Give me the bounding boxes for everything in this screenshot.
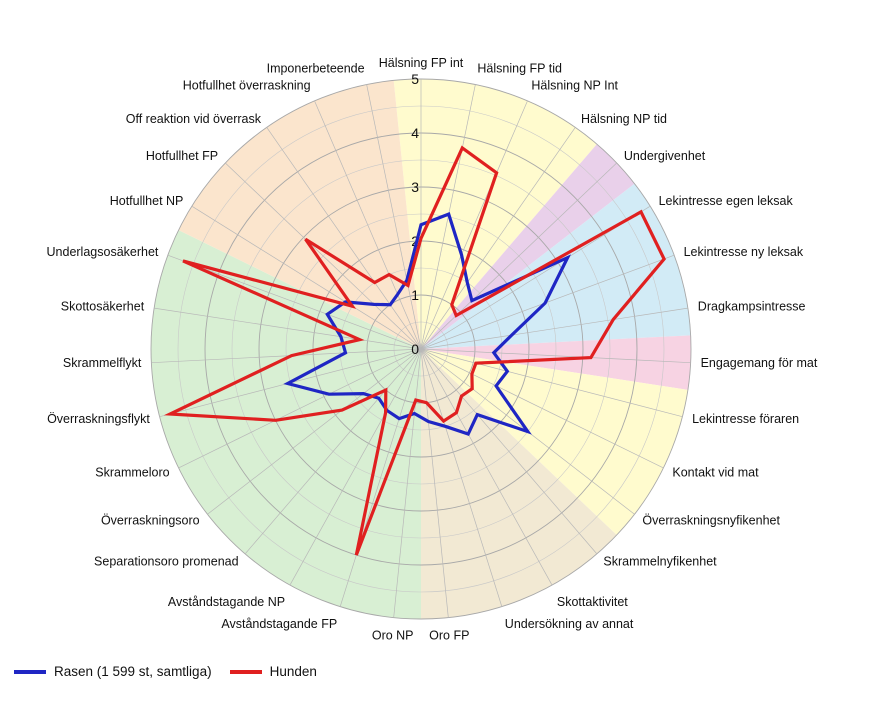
category-label-7: Dragkampsintresse (698, 300, 806, 314)
category-label-16: Oro NP (372, 629, 414, 643)
grid-spoke-6 (420, 254, 675, 350)
category-label-5: Lekintresse egen leksak (659, 194, 794, 208)
category-label-10: Kontakt vid mat (672, 465, 759, 479)
grid-spoke-4 (420, 162, 617, 350)
tick-label-0: 0 (411, 341, 419, 357)
category-label-14: Undersökning av annat (505, 617, 634, 631)
band-sector-7 (178, 80, 421, 349)
category-label-26: Hotfullhet NP (110, 194, 184, 208)
grid-spoke-25 (167, 254, 422, 350)
category-label-12: Skrammelnyfikenhet (603, 555, 717, 569)
category-label-8: Engagemang för mat (701, 356, 818, 370)
category-label-2: Hälsning NP Int (531, 79, 618, 93)
grid-spoke-29 (314, 100, 422, 350)
category-label-15: Oro FP (429, 629, 469, 643)
grid-spoke-9 (420, 348, 683, 418)
category-label-29: Hotfullhet överraskning (183, 79, 311, 93)
grid-spoke-20 (207, 348, 422, 515)
grid-spoke-30 (366, 84, 422, 350)
category-label-11: Överraskningsnyfikenhet (642, 513, 780, 527)
category-label-3: Hälsning NP tid (581, 112, 667, 126)
band-sector-3 (421, 335, 691, 390)
category-label-25: Underlagsosäkerhet (47, 245, 159, 259)
grid-spoke-13 (420, 348, 553, 586)
category-label-21: Skrammeloro (95, 465, 169, 479)
radial-tick-labels: 0 1 2 3 4 5 (411, 71, 419, 357)
category-label-19: Separationsoro promenad (94, 555, 239, 569)
category-label-24: Skottosäkerhet (61, 300, 145, 314)
tick-label-2: 2 (411, 233, 419, 249)
legend-swatch-rasen (14, 669, 46, 674)
grid-spoke-15 (420, 348, 449, 618)
category-label-20: Överraskningsoro (101, 513, 200, 527)
band-sector-6 (150, 230, 422, 620)
category-label-6: Lekintresse ny leksak (684, 245, 804, 259)
category-label-17: Avståndstagande FP (221, 617, 337, 631)
grid-spoke-19 (244, 348, 422, 555)
category-label-9: Lekintresse föraren (692, 412, 799, 426)
tick-label-4: 4 (411, 125, 419, 141)
legend: Rasen (1 599 st, samtliga) Hunden (14, 664, 335, 679)
legend-swatch-hunden (229, 669, 262, 674)
category-label-22: Överraskningsflykt (47, 412, 150, 426)
category-label-4: Undergivenhet (624, 149, 706, 163)
grid-spoke-8 (420, 348, 691, 364)
grid-spoke-12 (420, 348, 598, 555)
tick-label-5: 5 (411, 71, 419, 87)
series-lines (163, 145, 666, 556)
category-label-27: Hotfullhet FP (146, 149, 218, 163)
grid-spoke-24 (154, 307, 422, 350)
grid-spoke-16 (393, 348, 422, 618)
legend-item-rasen: Rasen (1 599 st, samtliga) (14, 664, 212, 679)
category-label-23: Skrammelflykt (63, 356, 142, 370)
category-label-1: Hälsning FP tid (477, 62, 562, 76)
category-labels: Hälsning FP int Hälsning FP tid Hälsning N… (47, 56, 818, 643)
grid-spoke-10 (420, 348, 664, 469)
band-sector-4 (421, 349, 688, 536)
grid-spoke-18 (289, 348, 422, 586)
grid-spoke-2 (420, 100, 528, 350)
grid-spoke-7 (420, 307, 688, 350)
grid-spoke-14 (420, 348, 503, 607)
tick-label-1: 1 (411, 287, 419, 303)
category-label-0: Hälsning FP int (379, 56, 464, 70)
legend-label-hunden: Hunden (269, 664, 317, 679)
band-sector-0 (393, 79, 597, 350)
grid-spoke-26 (191, 205, 422, 350)
series-line-1 (163, 145, 666, 556)
grid-spoke-17 (339, 348, 422, 607)
category-label-28: Off reaktion vid överrask (126, 112, 262, 126)
grid-spoke-27 (225, 162, 422, 350)
grid-spoke-21 (178, 348, 422, 469)
tick-label-3: 3 (411, 179, 419, 195)
band-sector-5 (421, 349, 617, 619)
grid-spoke-28 (266, 127, 422, 350)
grid-spoke-23 (151, 348, 422, 364)
category-label-13: Skottaktivitet (557, 595, 628, 609)
grid-spoke-3 (420, 127, 576, 350)
legend-label-rasen: Rasen (1 599 st, samtliga) (54, 664, 212, 679)
category-label-18: Avståndstagande NP (168, 595, 285, 609)
polar-grid (150, 78, 692, 620)
category-label-30: Imponerbeteende (267, 62, 365, 76)
legend-item-hunden: Hunden (229, 664, 317, 679)
